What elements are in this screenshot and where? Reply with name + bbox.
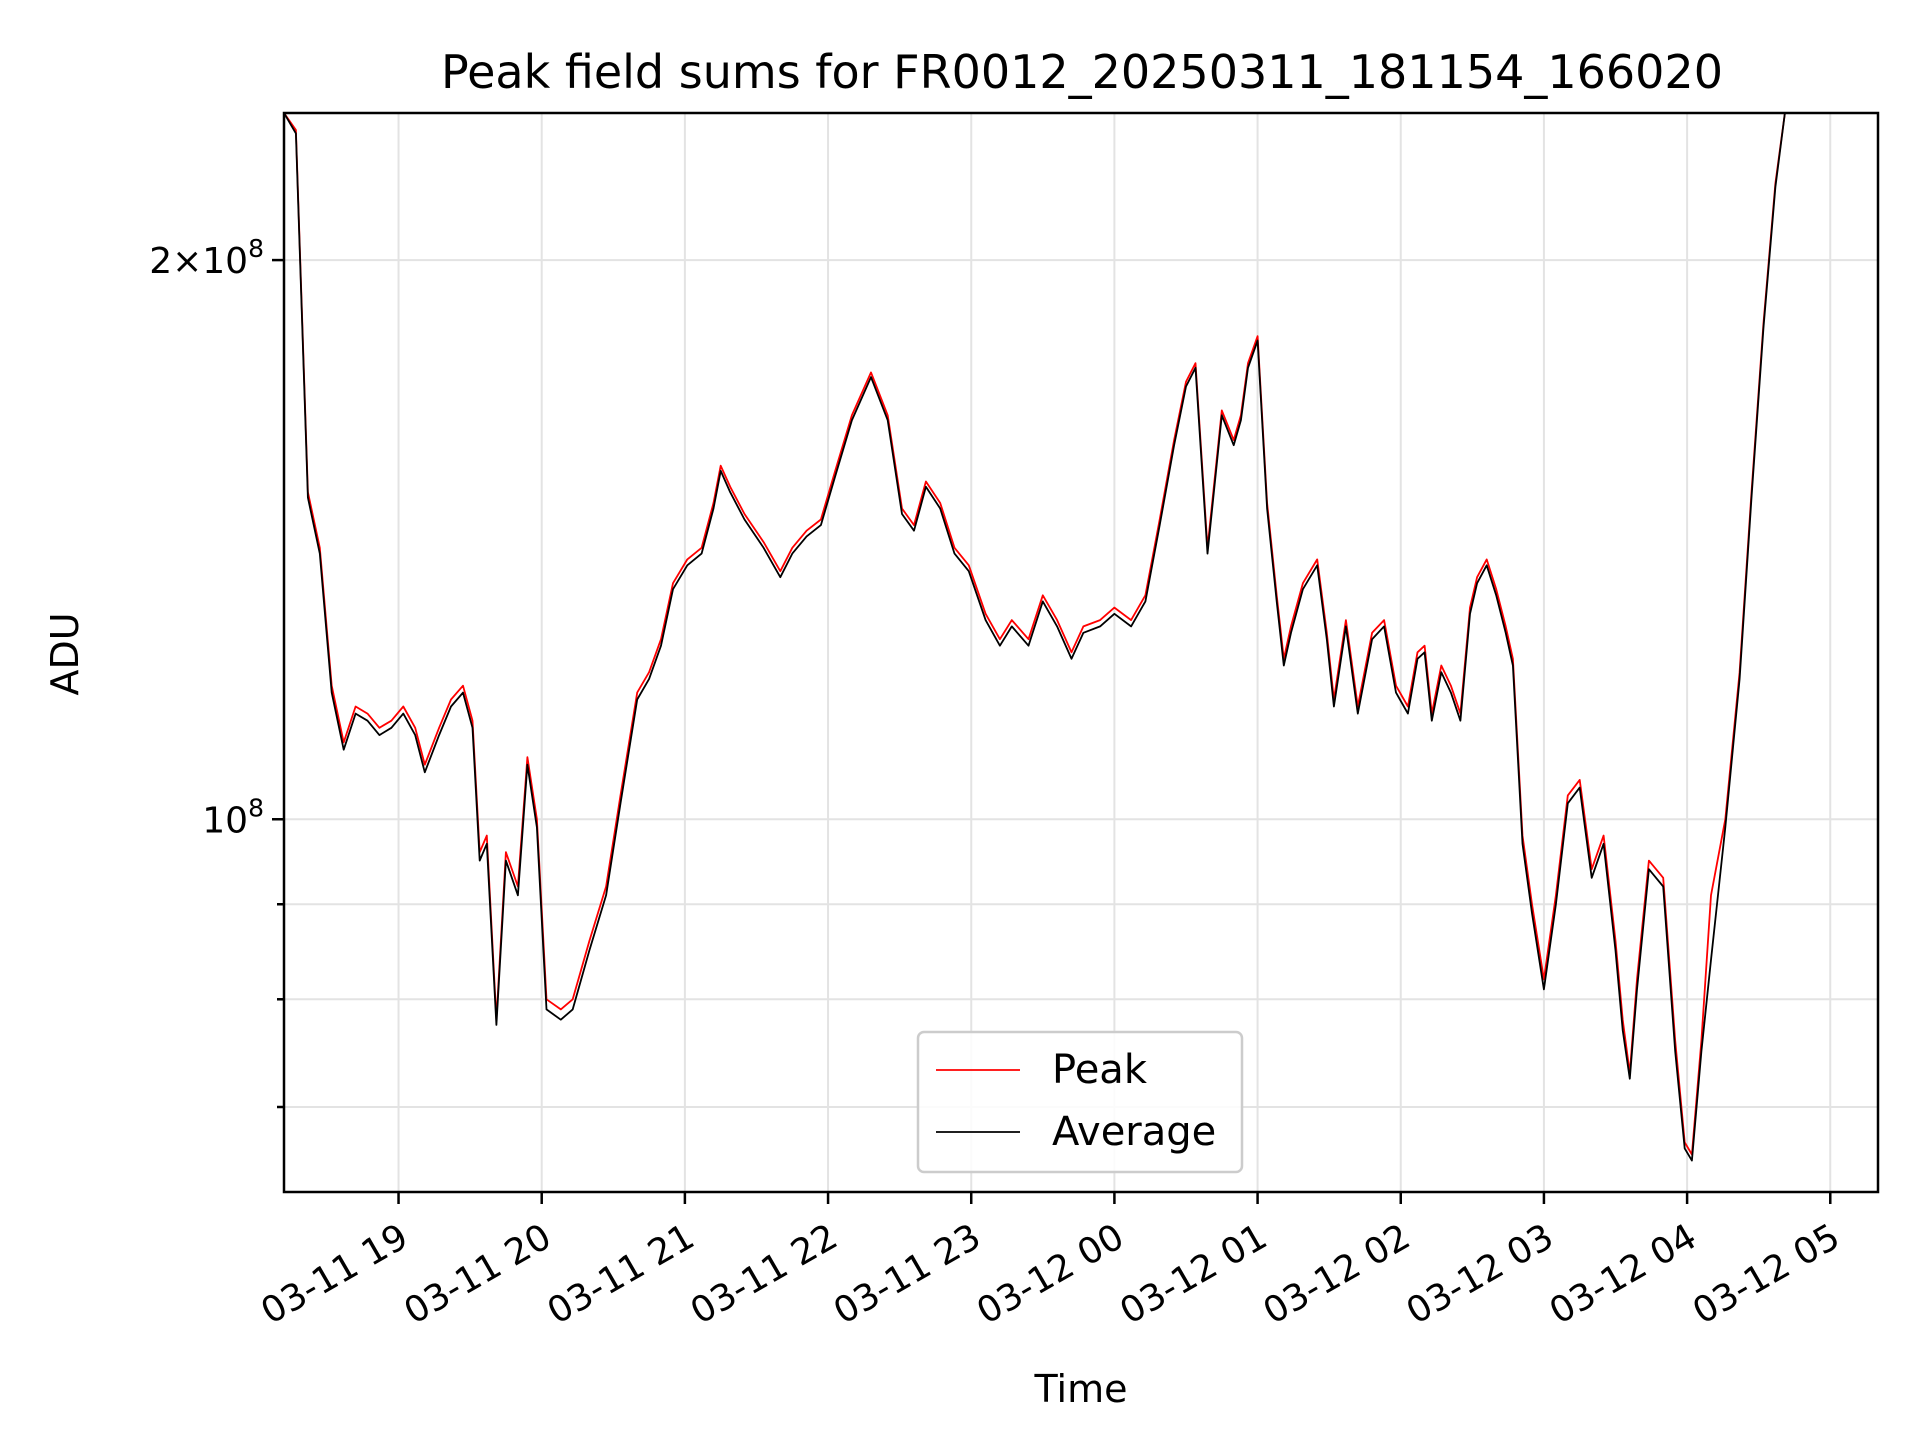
x-axis-label: Time	[1034, 1367, 1128, 1411]
y-axis-label: ADU	[43, 612, 87, 695]
chart-title: Peak field sums for FR0012_20250311_1811…	[441, 45, 1723, 99]
y-tick-exponent: 8	[248, 234, 264, 263]
legend-box	[916, 1030, 1244, 1174]
y-tick-label: 108	[202, 793, 264, 841]
legend-label-peak: Peak	[1052, 1047, 1148, 1093]
series-line-average	[284, 113, 1795, 1162]
y-tick-mantissa: 2×	[149, 241, 202, 282]
y-axis: 108 2×108	[149, 234, 284, 1109]
legend-label-average: Average	[1052, 1109, 1216, 1155]
y-tick-exponent: 8	[248, 793, 264, 822]
y-tick-label: 2×108	[149, 234, 264, 282]
legend: Peak Average	[916, 1030, 1244, 1174]
series-layer	[284, 113, 1795, 1162]
plot-frame	[282, 111, 1880, 1194]
